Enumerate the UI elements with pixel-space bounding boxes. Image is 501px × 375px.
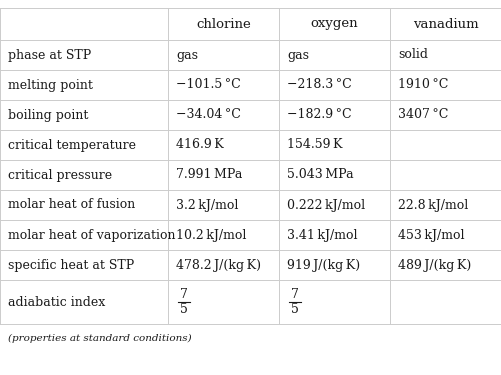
Text: chlorine: chlorine [196,18,251,30]
Text: oxygen: oxygen [311,18,358,30]
Text: 0.222 kJ/mol: 0.222 kJ/mol [287,198,365,211]
Text: 489 J/(kg K): 489 J/(kg K) [398,258,471,272]
Text: 478.2 J/(kg K): 478.2 J/(kg K) [176,258,261,272]
Text: 5: 5 [180,303,188,316]
Text: 3.2 kJ/mol: 3.2 kJ/mol [176,198,238,211]
Text: vanadium: vanadium [413,18,478,30]
Text: gas: gas [176,48,198,62]
Text: specific heat at STP: specific heat at STP [8,258,134,272]
Text: 154.59 K: 154.59 K [287,138,343,152]
Text: −101.5 °C: −101.5 °C [176,78,241,92]
Text: 10.2 kJ/mol: 10.2 kJ/mol [176,228,246,242]
Text: 22.8 kJ/mol: 22.8 kJ/mol [398,198,468,211]
Text: −182.9 °C: −182.9 °C [287,108,352,122]
Text: 3.41 kJ/mol: 3.41 kJ/mol [287,228,358,242]
Text: 453 kJ/mol: 453 kJ/mol [398,228,464,242]
Text: 416.9 K: 416.9 K [176,138,224,152]
Text: (properties at standard conditions): (properties at standard conditions) [8,334,191,343]
Text: solid: solid [398,48,428,62]
Text: adiabatic index: adiabatic index [8,296,105,309]
Text: 1910 °C: 1910 °C [398,78,448,92]
Text: 7.991 MPa: 7.991 MPa [176,168,242,182]
Text: critical pressure: critical pressure [8,168,112,182]
Text: molar heat of vaporization: molar heat of vaporization [8,228,175,242]
Text: gas: gas [287,48,309,62]
Text: 3407 °C: 3407 °C [398,108,448,122]
Text: 5: 5 [291,303,299,316]
Text: −218.3 °C: −218.3 °C [287,78,352,92]
Text: 7: 7 [180,288,188,301]
Text: critical temperature: critical temperature [8,138,136,152]
Text: 7: 7 [291,288,299,301]
Text: melting point: melting point [8,78,93,92]
Text: 5.043 MPa: 5.043 MPa [287,168,354,182]
Text: molar heat of fusion: molar heat of fusion [8,198,135,211]
Text: −34.04 °C: −34.04 °C [176,108,241,122]
Text: phase at STP: phase at STP [8,48,91,62]
Text: boiling point: boiling point [8,108,88,122]
Text: 919 J/(kg K): 919 J/(kg K) [287,258,360,272]
